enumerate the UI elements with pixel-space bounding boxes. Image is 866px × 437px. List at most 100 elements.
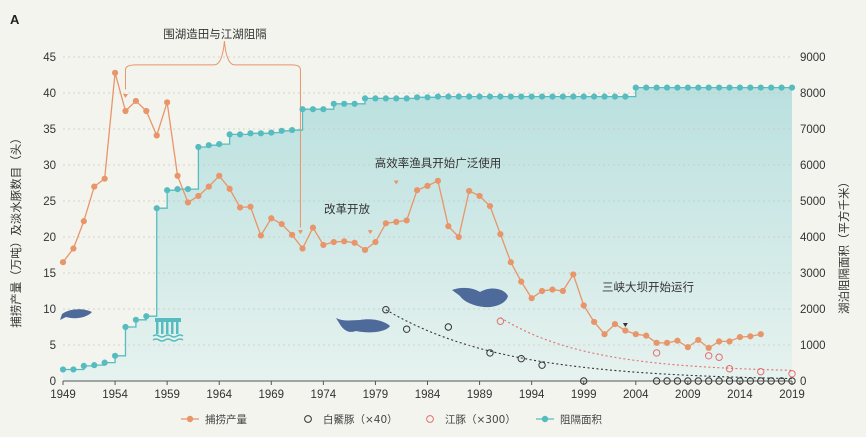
annotation-bracket xyxy=(124,41,301,228)
area-point xyxy=(226,131,233,138)
area-point xyxy=(653,84,660,91)
catch-point xyxy=(382,220,389,227)
catch-point xyxy=(184,199,192,206)
area-point xyxy=(611,93,619,100)
baiji-point xyxy=(663,377,671,385)
area-point xyxy=(570,93,577,100)
area-point xyxy=(486,93,494,100)
x-tick-label: 2014 xyxy=(727,389,753,401)
y-tick-label-left: 30 xyxy=(43,160,56,172)
baiji-point xyxy=(715,377,723,385)
area-point xyxy=(497,93,504,100)
porpoise-point xyxy=(715,353,723,361)
catch-point xyxy=(268,215,275,222)
catch-point xyxy=(132,97,139,105)
catch-point xyxy=(122,107,129,115)
finless-porpoise-icon xyxy=(60,309,92,320)
baiji-point xyxy=(580,377,588,385)
x-tick-label: 1949 xyxy=(50,389,76,401)
area-point xyxy=(591,93,598,100)
area-point xyxy=(632,84,639,91)
legend-marker xyxy=(304,415,312,423)
catch-point xyxy=(559,287,566,295)
area-point xyxy=(122,323,129,331)
y-tick-label-left: 10 xyxy=(43,304,56,316)
y-tick-label-left: 25 xyxy=(43,196,56,208)
legend-marker xyxy=(426,415,434,423)
catch-point xyxy=(591,318,598,326)
catch-point xyxy=(580,302,587,309)
porpoise-trend-line xyxy=(500,317,793,371)
area-point xyxy=(361,95,369,102)
y-tick-label-right: 5000 xyxy=(800,196,826,208)
x-tick-label: 2004 xyxy=(623,389,649,401)
y-tick-label-left: 15 xyxy=(43,268,56,280)
catch-point xyxy=(716,338,723,345)
catch-point xyxy=(111,69,119,76)
area-point xyxy=(268,129,275,136)
catch-point xyxy=(236,204,244,211)
area-point xyxy=(205,142,212,149)
x-tick-label: 1969 xyxy=(258,389,284,401)
catch-point xyxy=(101,175,108,182)
legend-marker xyxy=(541,415,549,423)
annotation-lake-reclamation: 围湖造田与江湖阻隔 xyxy=(163,27,267,41)
area-point xyxy=(622,93,629,100)
porpoise-point xyxy=(788,370,796,378)
catch-point xyxy=(309,224,317,231)
catch-point xyxy=(330,238,337,246)
annotation-arrow xyxy=(297,230,303,235)
area-point xyxy=(341,100,348,107)
area-point xyxy=(549,93,556,100)
catch-point xyxy=(570,271,577,278)
x-tick-label: 1964 xyxy=(206,389,232,401)
area-point xyxy=(413,94,421,101)
area-point xyxy=(705,84,712,91)
catch-point xyxy=(59,259,67,266)
area-point xyxy=(393,95,400,102)
catch-point xyxy=(695,336,702,344)
area-point xyxy=(684,84,691,91)
y-axis-label-left: 捕捞产量（万吨）及淡水豚数目（头） xyxy=(9,132,23,328)
catch-point xyxy=(434,177,442,184)
area-point xyxy=(257,130,264,137)
catch-point xyxy=(747,333,754,340)
catch-point xyxy=(91,183,98,190)
baiji-point xyxy=(402,325,411,333)
baiji-point xyxy=(684,377,692,385)
catch-point xyxy=(643,332,650,339)
catch-point xyxy=(195,192,202,200)
area-point xyxy=(372,95,379,102)
porpoise-point xyxy=(704,352,713,360)
annotation-arrow xyxy=(622,323,628,327)
y-tick-label-right: 6000 xyxy=(800,160,826,172)
x-tick-label: 1994 xyxy=(519,389,545,401)
area-point xyxy=(695,84,702,91)
baiji-point xyxy=(704,377,713,385)
baiji-point xyxy=(673,377,682,385)
area-point xyxy=(132,316,139,323)
catch-point xyxy=(403,217,410,224)
catch-point xyxy=(351,239,358,246)
x-tick-label: 1954 xyxy=(102,389,128,401)
area-point xyxy=(164,187,171,194)
catch-point xyxy=(736,333,744,341)
area-point xyxy=(330,100,337,107)
baiji-point xyxy=(517,354,525,363)
baiji-point xyxy=(486,349,494,357)
area-point xyxy=(601,93,608,100)
area-point xyxy=(507,93,514,100)
area-point xyxy=(674,84,681,91)
area-point xyxy=(663,84,671,91)
area-point xyxy=(455,93,462,100)
area-point xyxy=(153,205,160,212)
catch-point xyxy=(674,337,681,344)
baiji-point xyxy=(652,377,661,385)
catch-point xyxy=(705,344,712,351)
catch-point xyxy=(299,245,306,252)
area-point xyxy=(59,366,67,373)
catch-point xyxy=(622,327,629,334)
annotation-arrow xyxy=(393,180,399,185)
area-point xyxy=(382,95,389,102)
